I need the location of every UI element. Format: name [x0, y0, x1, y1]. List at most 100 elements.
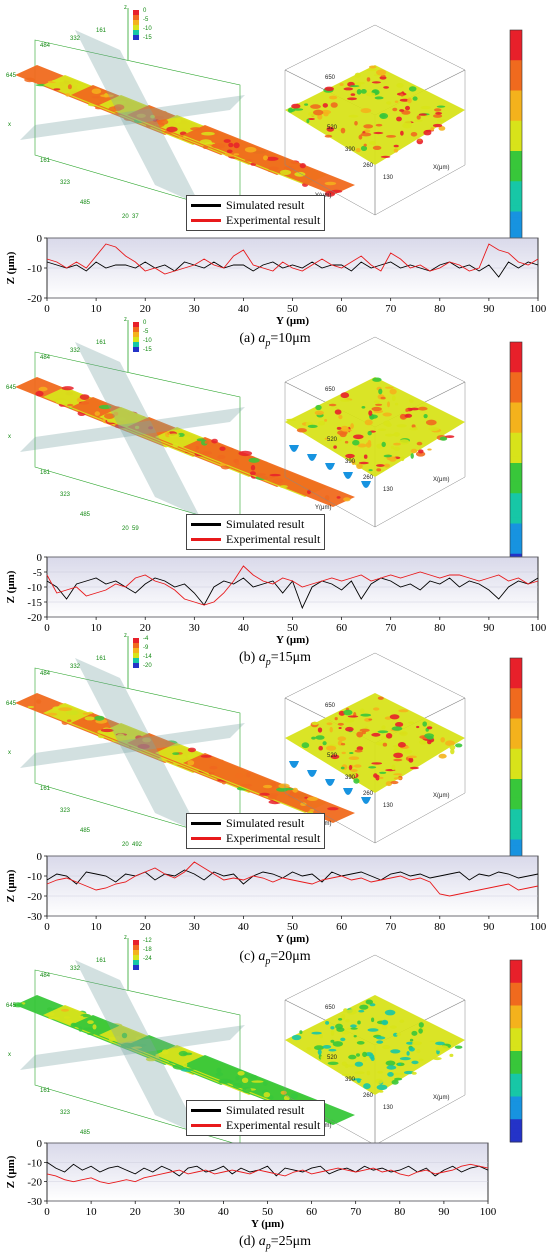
surface-texture-blob	[100, 728, 114, 733]
right-surface-texture	[391, 1072, 402, 1076]
right-surface-texture	[338, 414, 343, 420]
surface-texture-blob	[278, 783, 290, 789]
right-surface-texture	[311, 736, 316, 740]
right-surface-texture	[438, 753, 447, 759]
x-tick-label: 10	[86, 1206, 98, 1218]
right-surface-texture	[367, 431, 372, 436]
right-surface-texture	[330, 1030, 335, 1036]
right-surface-label: 390	[345, 1077, 356, 1083]
x-tick-label: 50	[287, 303, 299, 315]
surface-texture-blob	[182, 436, 191, 441]
right-surface-texture	[394, 402, 399, 406]
left-surface-label: 0	[143, 8, 147, 14]
right-surface-texture	[403, 749, 413, 754]
right-surface-texture	[403, 1070, 414, 1075]
colorbar-segment	[510, 438, 522, 446]
colorbar-segment	[510, 529, 522, 537]
surface-texture-blob	[94, 715, 105, 721]
colorbar-segment	[510, 688, 522, 695]
legend-label-experimental: Experimental result	[226, 831, 321, 845]
simulated-series-line	[46, 1161, 489, 1177]
surface-texture-blob	[65, 93, 71, 97]
colorbar-segment	[510, 791, 522, 798]
right-surface-texture	[432, 123, 443, 128]
y-tick-label: -15	[27, 597, 42, 609]
x-tick-label: 40	[238, 622, 250, 634]
right-surface-texture	[334, 717, 338, 721]
right-surface-texture	[377, 696, 384, 700]
left-surface-label: 485	[80, 512, 91, 518]
surface-texture-blob	[100, 94, 114, 98]
surface-texture-blob	[104, 413, 115, 419]
mini-colorbar-segment	[133, 955, 139, 960]
right-surface-texture	[357, 1020, 361, 1025]
right-surface-texture	[449, 1053, 454, 1057]
right-surface-texture	[404, 120, 412, 127]
x-tick-label: 80	[434, 303, 446, 315]
right-surface-texture	[324, 437, 328, 440]
right-surface-texture	[363, 1083, 371, 1090]
surface-texture-blob	[79, 394, 90, 400]
right-surface-texture	[392, 107, 398, 112]
right-surface-texture	[387, 1072, 394, 1077]
y-tick-label: -30	[27, 1196, 42, 1208]
right-surface-texture	[315, 404, 322, 411]
colorbar-segment	[510, 982, 522, 988]
surface-texture-blob	[116, 733, 125, 739]
surface-texture-blob	[268, 795, 277, 800]
right-surface-texture	[455, 743, 463, 748]
right-surface-base	[285, 693, 465, 793]
colorbar-border	[509, 959, 523, 1143]
right-surface-texture	[329, 726, 333, 733]
right-surface-texture	[313, 109, 324, 116]
surface-texture-blob	[47, 1007, 53, 1011]
left-surface-label: 645	[6, 385, 17, 391]
right-surface-base	[285, 995, 465, 1095]
x-axis-label: Y (μm)	[251, 1218, 284, 1230]
left-surface-label: 484	[40, 43, 51, 49]
x-tick-label: 0	[44, 622, 50, 634]
left-surface-label: 323	[60, 808, 71, 814]
right-surface-texture	[418, 113, 427, 116]
colorbar-segment	[510, 378, 522, 385]
caption-prefix: (d)	[238, 1234, 259, 1249]
right-surface-valley	[361, 797, 371, 804]
surface-texture-blob	[13, 1002, 23, 1008]
right-surface-texture	[368, 469, 373, 472]
mini-colorbar-segment	[133, 347, 139, 352]
left-surface-label: -18	[143, 947, 152, 953]
right-surface-texture	[416, 441, 423, 446]
right-surface-texture	[307, 424, 318, 428]
colorbar-segment	[510, 845, 522, 853]
x-tick-label: 20	[140, 622, 152, 634]
right-surface-texture	[389, 388, 397, 395]
right-surface-texture	[393, 144, 399, 148]
right-surface-texture	[394, 1077, 403, 1081]
colorbar-segment	[510, 1096, 522, 1102]
right-surface-texture	[356, 463, 363, 469]
right-surface-texture	[420, 105, 431, 110]
legend-swatch-simulated	[191, 204, 221, 207]
right-surface-texture	[371, 1017, 375, 1023]
panel-caption: (d) ap=25μm	[0, 1234, 550, 1252]
left-surface-label: x	[8, 434, 11, 440]
surface-texture-blob	[91, 88, 102, 94]
right-surface-texture	[315, 735, 325, 740]
right-surface-texture	[323, 111, 329, 117]
legend: Simulated result Experimental result	[186, 195, 326, 231]
x-tick-label: 60	[336, 622, 348, 634]
right-surface-texture	[350, 769, 358, 772]
right-surface-texture	[410, 448, 418, 454]
right-surface-valley	[343, 472, 353, 479]
caption-suffix: =25μm	[270, 1234, 312, 1249]
left-surface-label: 323	[60, 492, 71, 498]
x-tick-label: 80	[434, 622, 446, 634]
right-surface-texture	[357, 443, 367, 448]
right-surface-label: Y(μm)	[315, 505, 332, 511]
colorbar-segment	[510, 384, 522, 391]
left-surface-label: -12	[143, 938, 152, 944]
surface-texture-blob	[288, 792, 300, 799]
right-surface-texture	[385, 733, 393, 739]
caption-variable: a	[258, 949, 266, 964]
